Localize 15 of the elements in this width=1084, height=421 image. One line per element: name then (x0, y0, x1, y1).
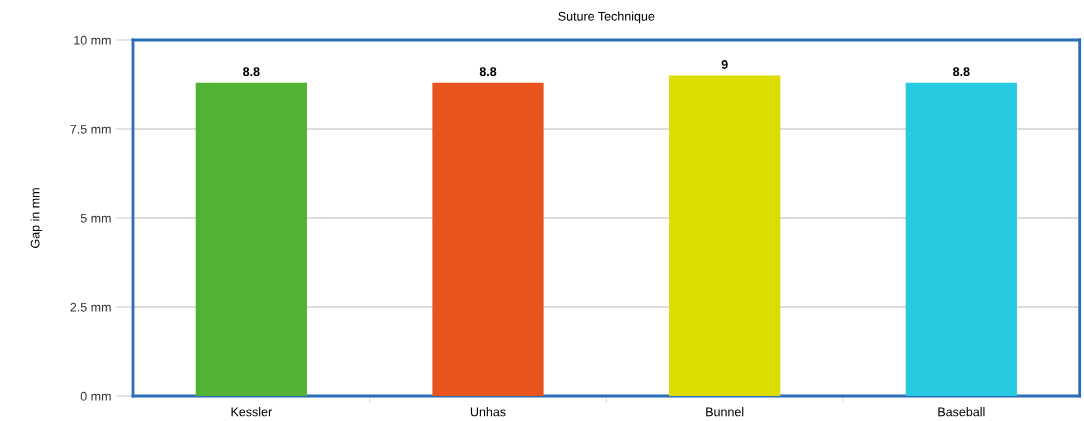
y-tick-label: 10 mm (74, 35, 111, 45)
x-tick-label: Unhas (470, 407, 506, 417)
y-axis-title: Gap in mm (30, 188, 43, 248)
x-tick-label: Kessler (231, 407, 272, 417)
y-tick-label: 5 mm (80, 213, 111, 223)
data-label: 9 (721, 60, 728, 69)
chart-title: Suture Technique (558, 11, 655, 24)
x-tick-label: Baseball (938, 407, 985, 417)
data-label: 8.8 (479, 67, 497, 77)
y-tick-label: 7.5 mm (70, 124, 111, 134)
y-tick-label: 2.5 mm (70, 302, 111, 312)
data-label: 8.8 (243, 67, 260, 77)
x-tick-label: Bunnel (706, 407, 744, 417)
y-tick-label: 0 mm (80, 391, 111, 401)
data-label: 8.8 (953, 67, 970, 77)
